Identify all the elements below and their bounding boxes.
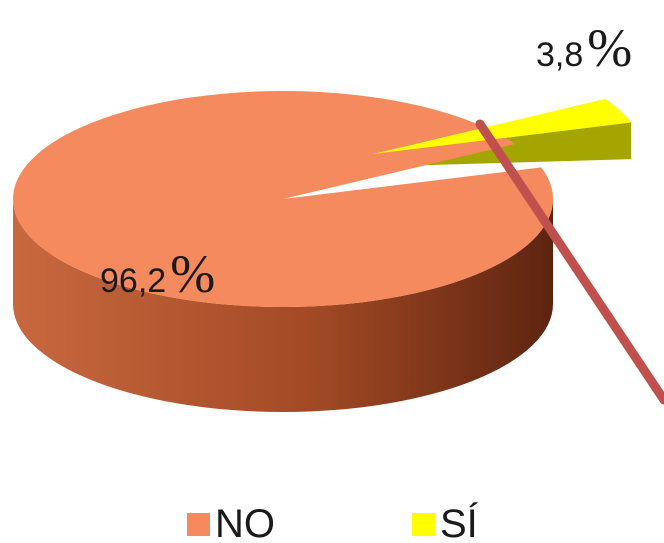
legend-label-si: SÍ (440, 501, 479, 543)
pie-slice-s (373, 98, 632, 154)
pie-side-no (13, 199, 553, 412)
slice-label-no: 96,2% (100, 244, 215, 304)
annotation-leader-line (475, 119, 664, 405)
legend-swatch-si (412, 513, 435, 536)
legend-label-no: NO (215, 502, 275, 543)
legend: NO SÍ (187, 501, 479, 543)
pie-slice-no (12, 90, 553, 307)
legend-swatch-no (187, 513, 210, 536)
pie-top-layer (12, 90, 632, 307)
slice-label-si: 3,8% (536, 18, 632, 78)
